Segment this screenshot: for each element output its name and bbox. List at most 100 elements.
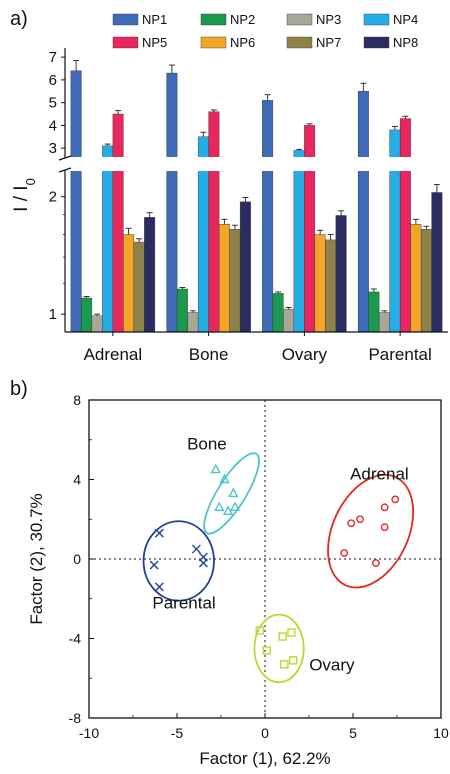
bar [102, 145, 114, 333]
data-point [222, 505, 234, 515]
group-annotation: Bone [187, 435, 227, 454]
x-tick-label: Bone [189, 345, 229, 364]
bar [293, 150, 305, 333]
legend-label: NP8 [393, 35, 418, 50]
x-tick-label: 10 [433, 725, 449, 741]
y-tick-label: -8 [69, 710, 82, 726]
legend-swatch [363, 36, 390, 49]
y-tick-label: 4 [49, 117, 57, 134]
bar [314, 234, 326, 333]
bar [112, 113, 124, 333]
legend-label: NP6 [230, 35, 255, 50]
bar [399, 118, 411, 333]
x-tick-label: 5 [349, 725, 357, 741]
data-point [229, 501, 241, 512]
y-axis-label: Factor (2), 30.7% [27, 493, 46, 624]
group-annotation: Ovary [309, 655, 355, 674]
data-point [210, 463, 221, 474]
legend-label: NP5 [142, 35, 167, 50]
axis-break-gap [0, 157, 448, 171]
x-tick-label: -5 [171, 725, 184, 741]
panel-b-scatter-plot: b) -10 -5 0 5 10 -8 -4 0 4 8 Factor (1), 62.2% Fact… [10, 378, 449, 768]
bar [144, 217, 156, 333]
x-tick-label: -10 [79, 725, 99, 741]
bar [70, 70, 82, 333]
data-point [255, 626, 264, 635]
data-point [347, 519, 356, 528]
bar [166, 72, 178, 333]
bar [283, 308, 295, 333]
data-point [380, 523, 389, 532]
y-tick-label: 3 [49, 140, 57, 157]
y-tick-label: 2 [49, 189, 57, 206]
data-point [191, 544, 201, 554]
bar [431, 192, 443, 333]
legend-label: NP7 [316, 35, 341, 50]
bar [272, 293, 284, 333]
x-tick-label: Adrenal [84, 345, 143, 364]
data-point [198, 552, 208, 562]
data-point [154, 582, 164, 592]
data-point [391, 495, 400, 504]
bar [91, 315, 103, 333]
data-point [262, 646, 271, 655]
confidence-ellipse [253, 613, 305, 684]
bar [81, 297, 93, 333]
confidence-ellipse [203, 452, 260, 535]
group-annotation: Parental [152, 594, 215, 613]
legend-label: NP3 [316, 12, 341, 27]
y-tick-label: 7 [49, 49, 57, 66]
bar [304, 125, 316, 333]
bar [218, 224, 230, 333]
y-tick-label: -4 [69, 631, 82, 647]
bar [357, 91, 369, 333]
bar [133, 241, 145, 333]
legend-swatch [286, 13, 313, 26]
x-tick-label: 0 [261, 725, 269, 741]
data-point [380, 503, 389, 512]
data-point [371, 559, 380, 567]
bar [262, 100, 274, 333]
data-point [219, 473, 230, 484]
bar [325, 239, 337, 333]
legend-swatch [112, 36, 139, 49]
bar [239, 201, 251, 333]
data-point [287, 628, 296, 637]
legend-label: NP1 [142, 12, 167, 27]
panel-b-label: b) [10, 378, 28, 400]
bar [368, 291, 380, 333]
legend-swatch [286, 36, 313, 49]
x-axis-label: Factor (1), 62.2% [199, 749, 330, 768]
confidence-ellipse [327, 473, 415, 589]
data-point [280, 660, 289, 669]
bar [378, 312, 390, 333]
legend-swatch [112, 13, 139, 26]
legend-swatch [363, 13, 390, 26]
data-point [154, 528, 164, 538]
y-tick-label: 4 [73, 472, 81, 488]
bar [176, 288, 188, 333]
data-point [278, 632, 287, 641]
legend-label: NP4 [393, 12, 418, 27]
data-point [228, 487, 239, 498]
bar [123, 234, 135, 333]
data-point [214, 501, 225, 512]
y-tick-label: 5 [49, 95, 57, 112]
bar [420, 229, 432, 333]
panel-a-label: a) [10, 8, 28, 30]
data-point [149, 560, 159, 570]
x-tick-label: Parental [368, 345, 431, 364]
y-tick-label: 1 [49, 306, 57, 323]
bar [410, 224, 422, 333]
x-tick-label: Ovary [282, 345, 328, 364]
bar [229, 229, 241, 333]
y-tick-label: 8 [73, 392, 81, 408]
data-point [356, 515, 364, 524]
legend-swatch [200, 36, 227, 49]
bar [208, 111, 220, 333]
panel-a-bar-chart: a) NP1 NP2 NP3 NP4 NP5 NP6 NP7 NP8 Adrenal Bone Ov… [0, 8, 448, 364]
y-tick-label: 0 [73, 551, 81, 567]
confidence-ellipse [142, 520, 215, 602]
group-annotation: Adrenal [350, 465, 409, 484]
